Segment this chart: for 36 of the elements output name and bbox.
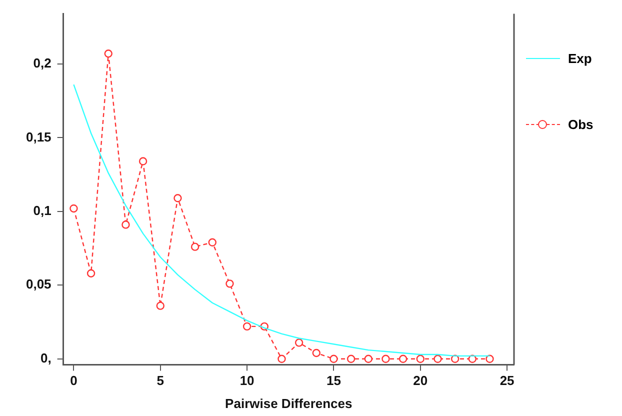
point (278, 354, 286, 363)
point (242, 322, 252, 331)
point (208, 238, 216, 246)
x-axis-title: Pairwise Differences (225, 396, 352, 411)
y-tick-label: 0,05 (26, 276, 52, 292)
point (434, 354, 442, 363)
point (104, 50, 112, 58)
legend-label: Obs (568, 116, 594, 132)
y-tick-label: 0,15 (26, 129, 52, 144)
x-tick-label: 15 (326, 373, 341, 388)
y-tick-label: 0, (40, 350, 52, 366)
point (294, 338, 304, 347)
point (486, 354, 494, 363)
y-tick-label: 0,2 (33, 56, 52, 71)
point (416, 354, 424, 363)
point (398, 354, 408, 363)
point (346, 354, 356, 363)
point (86, 269, 96, 278)
x-tick-label: 20 (413, 373, 428, 388)
legend-label: Exp (568, 50, 592, 66)
point (122, 220, 130, 229)
x-tick-label: 10 (240, 373, 254, 388)
point (174, 194, 182, 202)
point (226, 280, 234, 288)
x-tick-label: 25 (500, 373, 514, 388)
y-tick-label: 0,1 (33, 203, 52, 218)
point (138, 157, 148, 166)
point (382, 354, 390, 363)
point (70, 204, 78, 213)
point (364, 354, 372, 363)
point (190, 242, 200, 251)
point (312, 348, 320, 358)
x-tick-label: 0 (70, 373, 78, 388)
point (330, 354, 338, 363)
point (156, 302, 164, 310)
x-tick-label: 5 (156, 373, 164, 388)
